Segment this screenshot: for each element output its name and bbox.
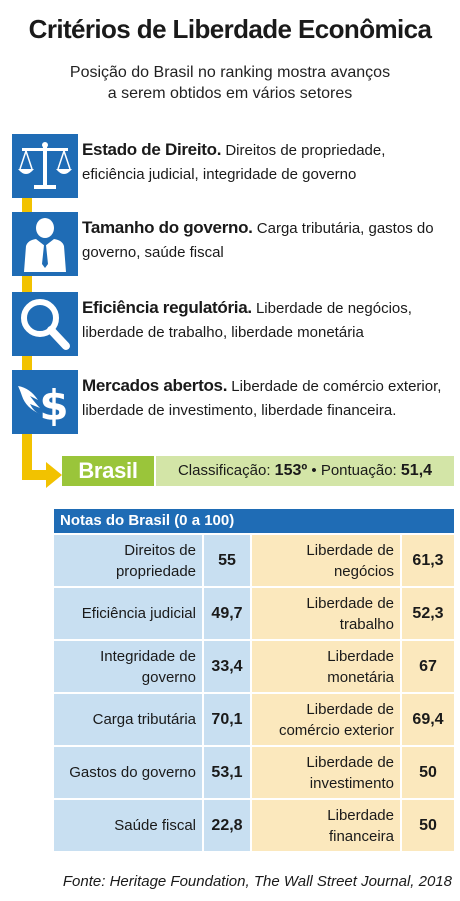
criterion-desc-1: Direitos de propriedade, [225,142,386,159]
criterion-desc-2: liberdade de trabalho, liberdade monetár… [82,324,364,341]
table-row-value-left: 33,4 [204,641,250,692]
svg-text:$: $ [39,381,68,430]
table-row-value-right: 52,3 [402,588,454,639]
scales-of-justice-icon [12,134,78,198]
criterion-title: Tamanho do governo. [82,218,253,237]
flow-line-horizontal [22,470,50,480]
brasil-ranking-bar: Classificação: 153º • Pontuação: 51,4 [156,456,454,486]
table-header: Notas do Brasil (0 a 100) [54,509,454,533]
table-row-label-right-text-2: monetária [327,668,394,686]
table-row-value-left: 70,1 [204,694,250,745]
table-row-label-left-text-1: Saúde fiscal [114,817,196,834]
table-row-label-right-text-2: negócios [333,562,394,580]
government-official-icon [12,212,78,276]
table-row-label-left: Direitos de propriedade [54,535,202,586]
criterion-text: Mercados abertos. Liberdade de comércio … [82,374,454,423]
table-row-value-right: 69,4 [402,694,454,745]
table-row-label-right: Liberdade de comércio exterior [252,694,400,745]
table-row-value-left: 53,1 [204,747,250,798]
table-row-label-right-text-1: Liberdade de [306,541,394,559]
table-row-label-right-text-1: Liberdade de [306,594,394,612]
flow-arrow-icon [46,462,62,488]
criterion-desc-2: governo, saúde fiscal [82,244,224,261]
score-label: Pontuação: [320,462,397,479]
table-row-label-right: Liberdade de investimento [252,747,400,798]
table-row-value-right-text-1: 69,4 [412,711,444,728]
brasil-label: Brasil [62,456,154,486]
subtitle-line-2: a serem obtidos em vários setores [107,85,353,102]
table-row-label-left-text-1: Eficiência judicial [81,605,196,622]
table-row-label-right: Liberdade financeira [252,800,400,851]
table-row-label-left: Saúde fiscal [54,800,202,851]
table-row-value-left-text-1: 55 [218,552,236,569]
table-row-label-right: Liberdade de negócios [252,535,400,586]
criterion-text: Tamanho do governo. Carga tributária, ga… [82,216,454,265]
table-row-label-left-text-1: Integridade de [100,647,196,665]
table-row-label-right-text-1: Liberdade [327,647,394,665]
table-row-label-left: Eficiência judicial [54,588,202,639]
table-row-value-right-text-1: 50 [419,817,437,834]
table-row-value-right: 67 [402,641,454,692]
table-row-value-left: 49,7 [204,588,250,639]
page-title: Critérios de Liberdade Econômica [28,14,432,44]
magnifying-glass-icon [12,292,78,356]
table-row-value-right-text-1: 52,3 [412,605,444,622]
subtitle: Posição do Brasil no ranking mostra avan… [30,62,430,104]
criterion-desc-1: Carga tributária, gastos do [256,220,434,237]
table-row-value-left: 22,8 [204,800,250,851]
criterion-desc-1: Liberdade de comércio exterior, [231,378,442,395]
table-row-value-left-text-1: 22,8 [211,817,243,834]
table-row-label-left-text-1: Carga tributária [92,711,196,728]
criterion-title: Estado de Direito. [82,140,222,159]
score-value: 51,4 [400,462,433,479]
table-row-label-left-text-2: propriedade [115,562,196,580]
criterion-text: Eficiência regulatória. Liberdade de neg… [82,296,454,345]
subtitle-line-1: Posição do Brasil no ranking mostra avan… [69,64,391,81]
criterion-desc-2: liberdade de investimento, liberdade fin… [82,402,397,419]
table-row-label-right: Liberdade de trabalho [252,588,400,639]
source-credit: Fonte: Heritage Foundation, The Wall Str… [62,873,452,890]
table-row-value-right-text-1: 50 [419,764,437,781]
table-row-label-left-text-2: governo [141,668,196,686]
classification-label: Classificação: [177,462,271,479]
table-row-label-right-text-2: trabalho [339,615,394,633]
criterion-text: Estado de Direito. Direitos de proprieda… [82,138,454,187]
criterion-desc-1: Liberdade de negócios, [255,300,412,317]
table-row-value-left: 55 [204,535,250,586]
criterion-title: Eficiência regulatória. [82,298,252,317]
classification-value: 153º [274,462,308,479]
table-row-label-right-text-1: Liberdade [327,806,394,824]
criterion-title: Mercados abertos. [82,376,228,395]
scores-table: Notas do Brasil (0 a 100) Direitos de pro… [54,509,454,851]
table-row-label-right-text-2: investimento [309,774,394,792]
table-row-value-left-text-1: 70,1 [211,711,243,728]
winged-dollar-icon: $ [12,370,78,434]
table-row-label-left: Gastos do governo [54,747,202,798]
table-row-value-right: 50 [402,747,454,798]
criterion-desc-2: eficiência judicial, integridade de gove… [82,166,357,183]
table-row-value-left-text-1: 49,7 [211,605,243,622]
table-row-label-right: Liberdade monetária [252,641,400,692]
table-row-value-left-text-1: 53,1 [211,764,243,781]
table-row-label-left: Integridade de governo [54,641,202,692]
table-row-value-right-text-1: 67 [419,658,437,675]
table-row-label-right-text-2: financeira [328,827,394,845]
table-row-label-right-text-1: Liberdade de [306,753,394,771]
table-row-label-left: Carga tributária [54,694,202,745]
table-row-label-right-text-1: Liberdade de [306,700,394,718]
table-row-label-left-text-1: Gastos do governo [69,764,196,781]
separator: • [311,462,317,479]
table-body: Direitos de propriedade 55 Liberdade de negó… [54,535,454,851]
table-row-value-right: 50 [402,800,454,851]
table-row-value-right: 61,3 [402,535,454,586]
table-row-label-right-text-2: comércio exterior [278,721,394,739]
table-row-label-left-text-1: Direitos de [124,541,196,559]
table-row-value-right-text-1: 61,3 [412,552,444,569]
table-row-value-left-text-1: 33,4 [211,658,243,675]
